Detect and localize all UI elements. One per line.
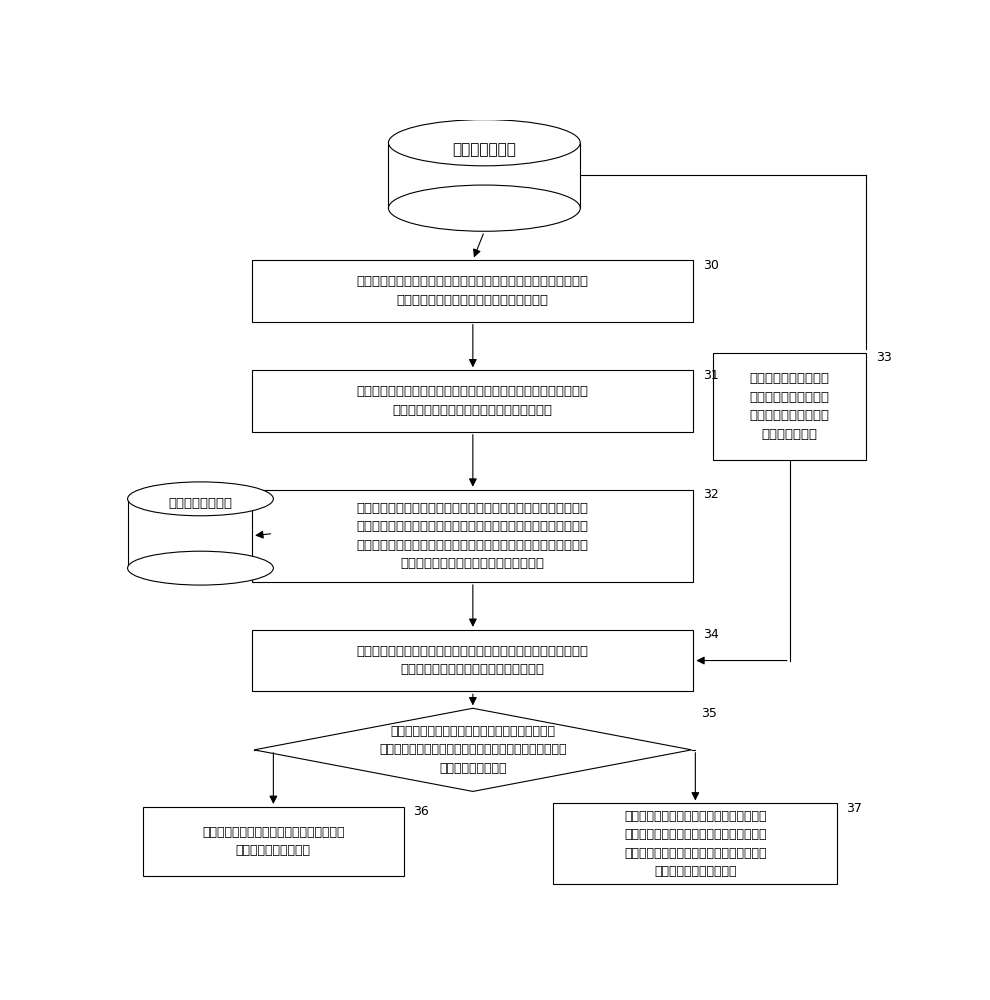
Bar xyxy=(252,260,693,322)
Text: 33: 33 xyxy=(875,351,891,364)
Text: 交易量预测模型库: 交易量预测模型库 xyxy=(168,497,233,510)
Bar xyxy=(128,499,273,568)
Ellipse shape xyxy=(128,482,273,516)
Text: 35: 35 xyxy=(701,707,717,720)
Bar xyxy=(713,353,866,460)
Ellipse shape xyxy=(128,551,273,585)
Text: 根据预先规定需提取的各交易特征，在提取的该商品在过去规定时
长内的历史交易数据中提取对应的交易特征值: 根据预先规定需提取的各交易特征，在提取的该商品在过去规定时 长内的历史交易数据中… xyxy=(356,385,589,417)
Text: 分别输出每个被确定为在过去规定时长的异
常交易商品的商品信息: 分别输出每个被确定为在过去规定时长的异 常交易商品的商品信息 xyxy=(202,826,345,857)
Text: 31: 31 xyxy=(703,369,719,382)
Bar xyxy=(143,807,404,876)
Ellipse shape xyxy=(388,120,580,166)
Bar xyxy=(252,370,693,432)
Bar xyxy=(252,490,693,582)
Ellipse shape xyxy=(388,185,580,231)
Text: 34: 34 xyxy=(703,628,719,641)
Text: 36: 36 xyxy=(413,805,429,818)
Text: 确定在规定数量的电子商品交易过程中，判断存在
异常交易的电子商品的数量与规定数量的比值是否在规定
的阈值区间范围内？: 确定在规定数量的电子商品交易过程中，判断存在 异常交易的电子商品的数量与规定数量… xyxy=(379,725,566,775)
Text: 30: 30 xyxy=(703,259,719,272)
Text: 在商品交易数据库记录
的历史交易数据中提取
该商品在过去规定时长
内的实际交易量: 在商品交易数据库记录 的历史交易数据中提取 该商品在过去规定时长 内的实际交易量 xyxy=(749,372,830,441)
Text: 基于预先对应每类历史交易数据分别建立的交易量预测模型，根据
提取的交易特征值同时满足的相应条件对应的数据分类原则，将针
对该数据分类原则对应的一类历史交易数据预: 基于预先对应每类历史交易数据分别建立的交易量预测模型，根据 提取的交易特征值同时… xyxy=(356,502,589,570)
Text: 37: 37 xyxy=(846,802,862,815)
Polygon shape xyxy=(254,708,691,791)
Text: 重新执行在商品交易数据库记录的历史交易
数据中提取规定数目的历史交易数据，并根
据提取的规定数目的历史交易数据，执行商
品交易量预测处理的过程: 重新执行在商品交易数据库记录的历史交易 数据中提取规定数目的历史交易数据，并根 … xyxy=(624,810,766,878)
Text: 针对每一待检测的电子商品交易过程，在商品交易数据库中提取该
商品在过去规定时间长度内的历史交易数据: 针对每一待检测的电子商品交易过程，在商品交易数据库中提取该 商品在过去规定时间长… xyxy=(356,275,589,307)
Bar xyxy=(553,803,838,884)
Bar xyxy=(388,143,580,208)
Text: 32: 32 xyxy=(703,488,719,501)
Text: 根据该商品在过去规定时长内的预测交易量和实际交易量，判定该
商品在过去规定时长内是否存在异常交易: 根据该商品在过去规定时长内的预测交易量和实际交易量，判定该 商品在过去规定时长内… xyxy=(356,645,589,676)
Bar xyxy=(252,630,693,691)
Text: 商品交易数据库: 商品交易数据库 xyxy=(452,142,517,157)
